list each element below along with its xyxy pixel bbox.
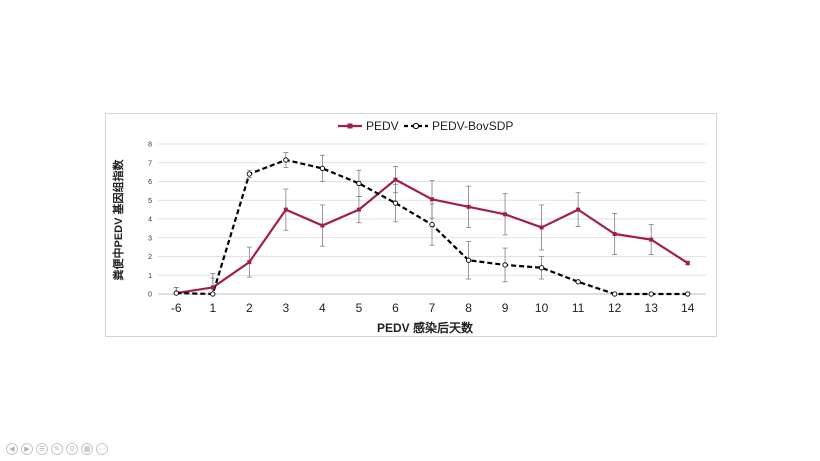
y-tick-label: 3 [148, 235, 152, 242]
y-tick-label: 2 [148, 254, 152, 261]
data-point-pedv-bovsdp [356, 180, 362, 187]
data-point-pedv [320, 223, 325, 228]
more-icon[interactable]: ⋯ [96, 443, 108, 455]
data-point-pedv [685, 261, 690, 266]
x-tick-label: 7 [429, 301, 436, 315]
data-point-pedv [393, 177, 398, 182]
data-point-pedv-bovsdp [392, 200, 399, 206]
data-point-pedv [247, 260, 252, 265]
chart-frame: 0 1 2 3 4 5 6 7 8 -6 1 2 3 4 5 6 7 8 9 10 11 12 13 14 PEDV PEDV… [105, 113, 717, 337]
data-point-pedv [612, 232, 617, 236]
x-tick-label: 12 [608, 301, 622, 315]
data-point-pedv-bovsdp [283, 157, 289, 163]
x-tick-label: 8 [465, 301, 472, 315]
data-point-pedv-bovsdp [538, 265, 545, 271]
y-tick-label: 8 [148, 142, 152, 149]
data-point-pedv-bovsdp [429, 221, 435, 228]
data-point-pedv-bovsdp [685, 291, 691, 297]
zoom-icon[interactable]: ⚲ [66, 443, 78, 455]
slides-icon[interactable]: ▦ [81, 443, 93, 455]
pen-icon[interactable]: ✎ [51, 443, 63, 455]
data-point-pedv [283, 207, 288, 212]
y-tick-label: 7 [148, 160, 152, 167]
legend-bovsdp-marker [412, 122, 420, 130]
data-point-pedv-bovsdp [612, 291, 618, 297]
y-axis-title: 粪便中PEDV 基因组指数 [111, 158, 125, 280]
y-tick-label: 5 [148, 198, 152, 205]
x-tick-label: 11 [572, 301, 585, 315]
data-point-pedv-bovsdp [575, 279, 581, 285]
previous-icon[interactable]: ◀ [6, 443, 18, 455]
data-point-pedv-bovsdp [648, 291, 654, 297]
x-tick-label: 6 [392, 301, 399, 315]
x-tick-label: 10 [535, 301, 549, 315]
data-point-pedv-bovsdp [246, 171, 252, 177]
menu-icon[interactable]: ☰ [36, 443, 48, 455]
y-tick-label: 0 [148, 292, 152, 299]
x-tick-label: 5 [356, 301, 363, 315]
series-markers [173, 157, 691, 297]
x-tick-label: 4 [319, 301, 326, 315]
x-tick-label: -6 [171, 301, 182, 315]
data-point-pedv [539, 225, 544, 230]
data-point-pedv [503, 212, 508, 217]
x-tick-label: 2 [246, 301, 253, 315]
x-tick-label: 3 [283, 301, 290, 315]
data-point-pedv [356, 207, 361, 212]
data-point-pedv-bovsdp [210, 291, 216, 297]
presentation-controls: ◀ ▶ ☰ ✎ ⚲ ▦ ⋯ [6, 443, 108, 455]
data-point-pedv-bovsdp [465, 257, 472, 263]
data-point-pedv [649, 237, 654, 242]
legend-pedv-label: PEDV [366, 119, 399, 133]
y-tick-label: 4 [148, 217, 152, 224]
x-axis-title: PEDV 感染后天数 [377, 320, 474, 335]
data-point-pedv-bovsdp [173, 290, 179, 296]
data-point-pedv [430, 197, 434, 202]
next-icon[interactable]: ▶ [21, 443, 33, 455]
data-point-pedv [466, 204, 471, 209]
legend: PEDV PEDV-BovSDP [338, 119, 513, 133]
data-point-pedv-bovsdp [319, 165, 326, 172]
x-tick-label: 9 [502, 301, 509, 315]
data-point-pedv [576, 207, 581, 212]
y-tick-label: 6 [148, 179, 152, 186]
y-tick-label: 1 [148, 273, 152, 280]
x-tick-label: 1 [209, 301, 216, 315]
data-point-pedv-bovsdp [502, 262, 508, 268]
legend-pedv-marker [347, 123, 353, 129]
legend-bovsdp-label: PEDV-BovSDP [432, 119, 513, 133]
data-point-pedv [210, 285, 215, 290]
x-tick-label: 13 [645, 301, 659, 315]
x-tick-label: 14 [681, 301, 695, 315]
